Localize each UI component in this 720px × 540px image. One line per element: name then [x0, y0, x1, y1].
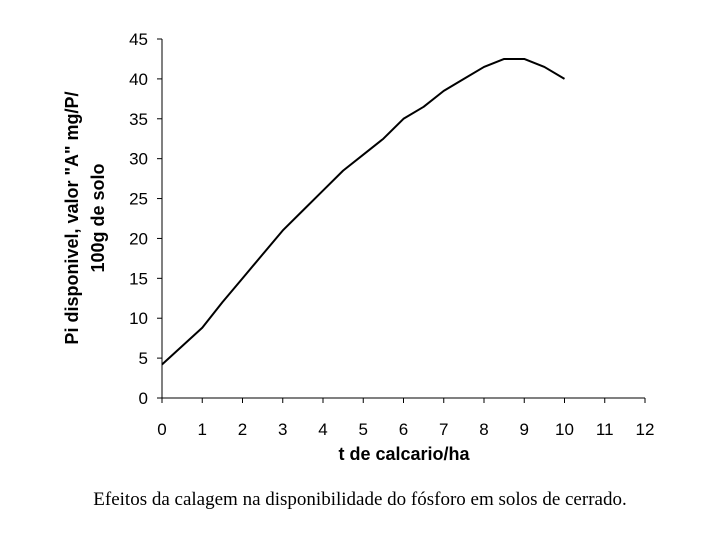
data-line: [161, 57, 566, 366]
x-tick-label: 1: [198, 420, 207, 439]
x-tick-label: 8: [479, 420, 488, 439]
y-tick-label: 45: [129, 30, 148, 49]
x-tick-label: 9: [520, 420, 529, 439]
y-tick-label: 40: [129, 70, 148, 89]
x-tick-label: 5: [359, 420, 368, 439]
y-tick-label: 20: [129, 229, 148, 248]
y-tick-label: 10: [129, 309, 148, 328]
x-tick-label: 7: [439, 420, 448, 439]
y-axis-label: 100g de solo: [88, 163, 108, 272]
x-tick-label: 2: [238, 420, 247, 439]
x-tick-label: 0: [157, 420, 166, 439]
y-tick-label: 30: [129, 150, 148, 169]
x-tick-label: 3: [278, 420, 287, 439]
x-tick-label: 4: [318, 420, 327, 439]
x-tick-label: 11: [596, 420, 614, 439]
y-tick-label: 5: [139, 349, 148, 368]
y-axis-label: Pi disponivel, valor "A" mg/P/: [62, 91, 82, 344]
y-tick-label: 15: [129, 269, 148, 288]
x-tick-label: 6: [399, 420, 408, 439]
caption: Efeitos da calagem na disponibilidade do…: [93, 489, 626, 510]
x-tick-label: 10: [555, 420, 574, 439]
y-tick-label: 25: [129, 190, 148, 209]
y-tick-label: 35: [129, 110, 148, 129]
x-axis-label: t de calcario/ha: [338, 444, 470, 464]
y-tick-label: 0: [139, 389, 148, 408]
x-tick-label: 12: [636, 420, 655, 439]
